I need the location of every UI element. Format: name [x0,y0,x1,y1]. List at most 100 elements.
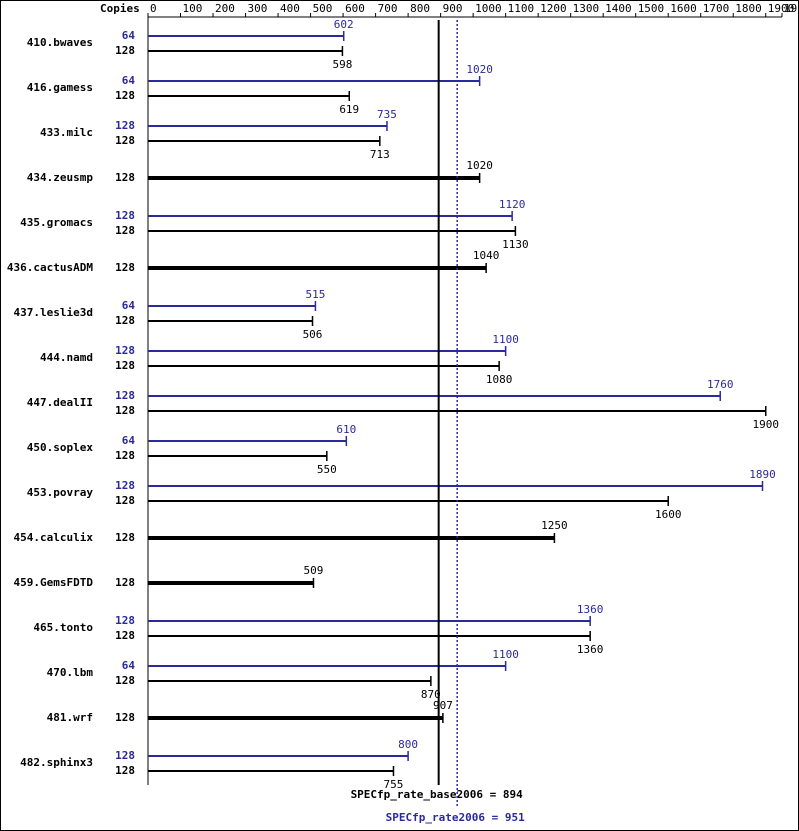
benchmark-label: 436.cactusADM [7,261,93,274]
value-label: 1890 [749,468,776,481]
copies-label: 64 [122,74,136,87]
copies-label: 64 [122,29,136,42]
copies-label: 128 [115,674,135,687]
benchmark-label: 447.dealII [27,396,93,409]
x-tick-label: 700 [378,2,398,15]
value-label: 1250 [541,519,568,532]
x-tick-label: 1900 [768,2,795,15]
copies-label: 128 [115,479,135,492]
value-label: 550 [317,463,337,476]
benchmark-label: 459.GemsFDTD [14,576,94,589]
value-label: 713 [370,148,390,161]
copies-label: 128 [115,449,135,462]
value-label: 1360 [577,643,604,656]
copies-label: 128 [115,494,135,507]
copies-label: 128 [115,576,135,589]
x-tick-label: 1200 [540,2,567,15]
x-tick-label: 300 [248,2,268,15]
copies-label: 64 [122,434,136,447]
copies-label: 128 [115,749,135,762]
benchmark-label: 433.milc [40,126,93,139]
value-label: 755 [384,778,404,791]
value-label: 1760 [707,378,734,391]
benchmark-label: 482.sphinx3 [20,756,93,769]
value-label: 610 [336,423,356,436]
value-label: 735 [377,108,397,121]
value-label: 1020 [466,159,493,172]
benchmark-label: 444.namd [40,351,93,364]
copies-label: 128 [115,261,135,274]
copies-label: 128 [115,171,135,184]
x-tick-label: 0 [150,2,157,15]
copies-label: 128 [115,531,135,544]
copies-label: 128 [115,629,135,642]
value-label: 1130 [502,238,529,251]
benchmark-label: 450.soplex [27,441,94,454]
x-tick-label: 500 [313,2,333,15]
copies-label: 128 [115,134,135,147]
x-tick-label: 100 [183,2,203,15]
benchmark-label: 465.tonto [33,621,93,634]
value-label: 506 [303,328,323,341]
x-tick-label: 800 [410,2,430,15]
copies-label: 128 [115,614,135,627]
benchmark-label: 454.calculix [14,531,94,544]
benchmark-label: 453.povray [27,486,94,499]
benchmark-label: 481.wrf [47,711,93,724]
copies-label: 128 [115,359,135,372]
value-label: 800 [398,738,418,751]
value-label: 1080 [486,373,513,386]
x-tick-label: 1500 [638,2,665,15]
copies-label: 64 [122,659,136,672]
value-label: 1120 [499,198,526,211]
benchmark-label: 410.bwaves [27,36,93,49]
axis-label: Copies [100,2,140,15]
value-label: 1600 [655,508,682,521]
value-label: 870 [421,688,441,701]
x-tick-label: 1100 [508,2,534,15]
value-label: 1900 [752,418,779,431]
value-label: 509 [304,564,324,577]
x-tick-label: 400 [280,2,300,15]
copies-label: 128 [115,44,135,57]
benchmark-label: 470.lbm [47,666,94,679]
value-label: 1360 [577,603,604,616]
x-tick-label: 1950 [784,2,799,15]
copies-label: 128 [115,711,135,724]
copies-label: 128 [115,209,135,222]
benchmark-label: 435.gromacs [20,216,93,229]
x-tick-label: 600 [345,2,365,15]
value-label: 1040 [473,249,500,262]
x-tick-label: 900 [443,2,463,15]
benchmark-label: 437.leslie3d [14,306,93,319]
copies-label: 128 [115,764,135,777]
x-tick-label: 200 [215,2,235,15]
copies-label: 64 [122,299,136,312]
value-label: 602 [334,18,354,31]
x-tick-label: 1000 [475,2,502,15]
value-label: 619 [339,103,359,116]
value-label: 1020 [466,63,493,76]
copies-label: 128 [115,389,135,402]
copies-label: 128 [115,404,135,417]
value-label: 907 [433,699,453,712]
reference-label: SPECfp_rate_base2006 = 894 [351,788,524,801]
copies-label: 128 [115,224,135,237]
x-tick-label: 1700 [703,2,730,15]
benchmark-label: 434.zeusmp [27,171,94,184]
copies-label: 128 [115,89,135,102]
x-tick-label: 1800 [735,2,762,15]
benchmark-label: 416.gamess [27,81,93,94]
x-tick-label: 1600 [670,2,697,15]
value-label: 1100 [492,648,519,661]
copies-label: 128 [115,344,135,357]
copies-label: 128 [115,314,135,327]
value-label: 515 [306,288,326,301]
copies-label: 128 [115,119,135,132]
reference-label: SPECfp_rate2006 = 951 [386,811,525,824]
x-tick-label: 1400 [605,2,632,15]
value-label: 1100 [492,333,519,346]
